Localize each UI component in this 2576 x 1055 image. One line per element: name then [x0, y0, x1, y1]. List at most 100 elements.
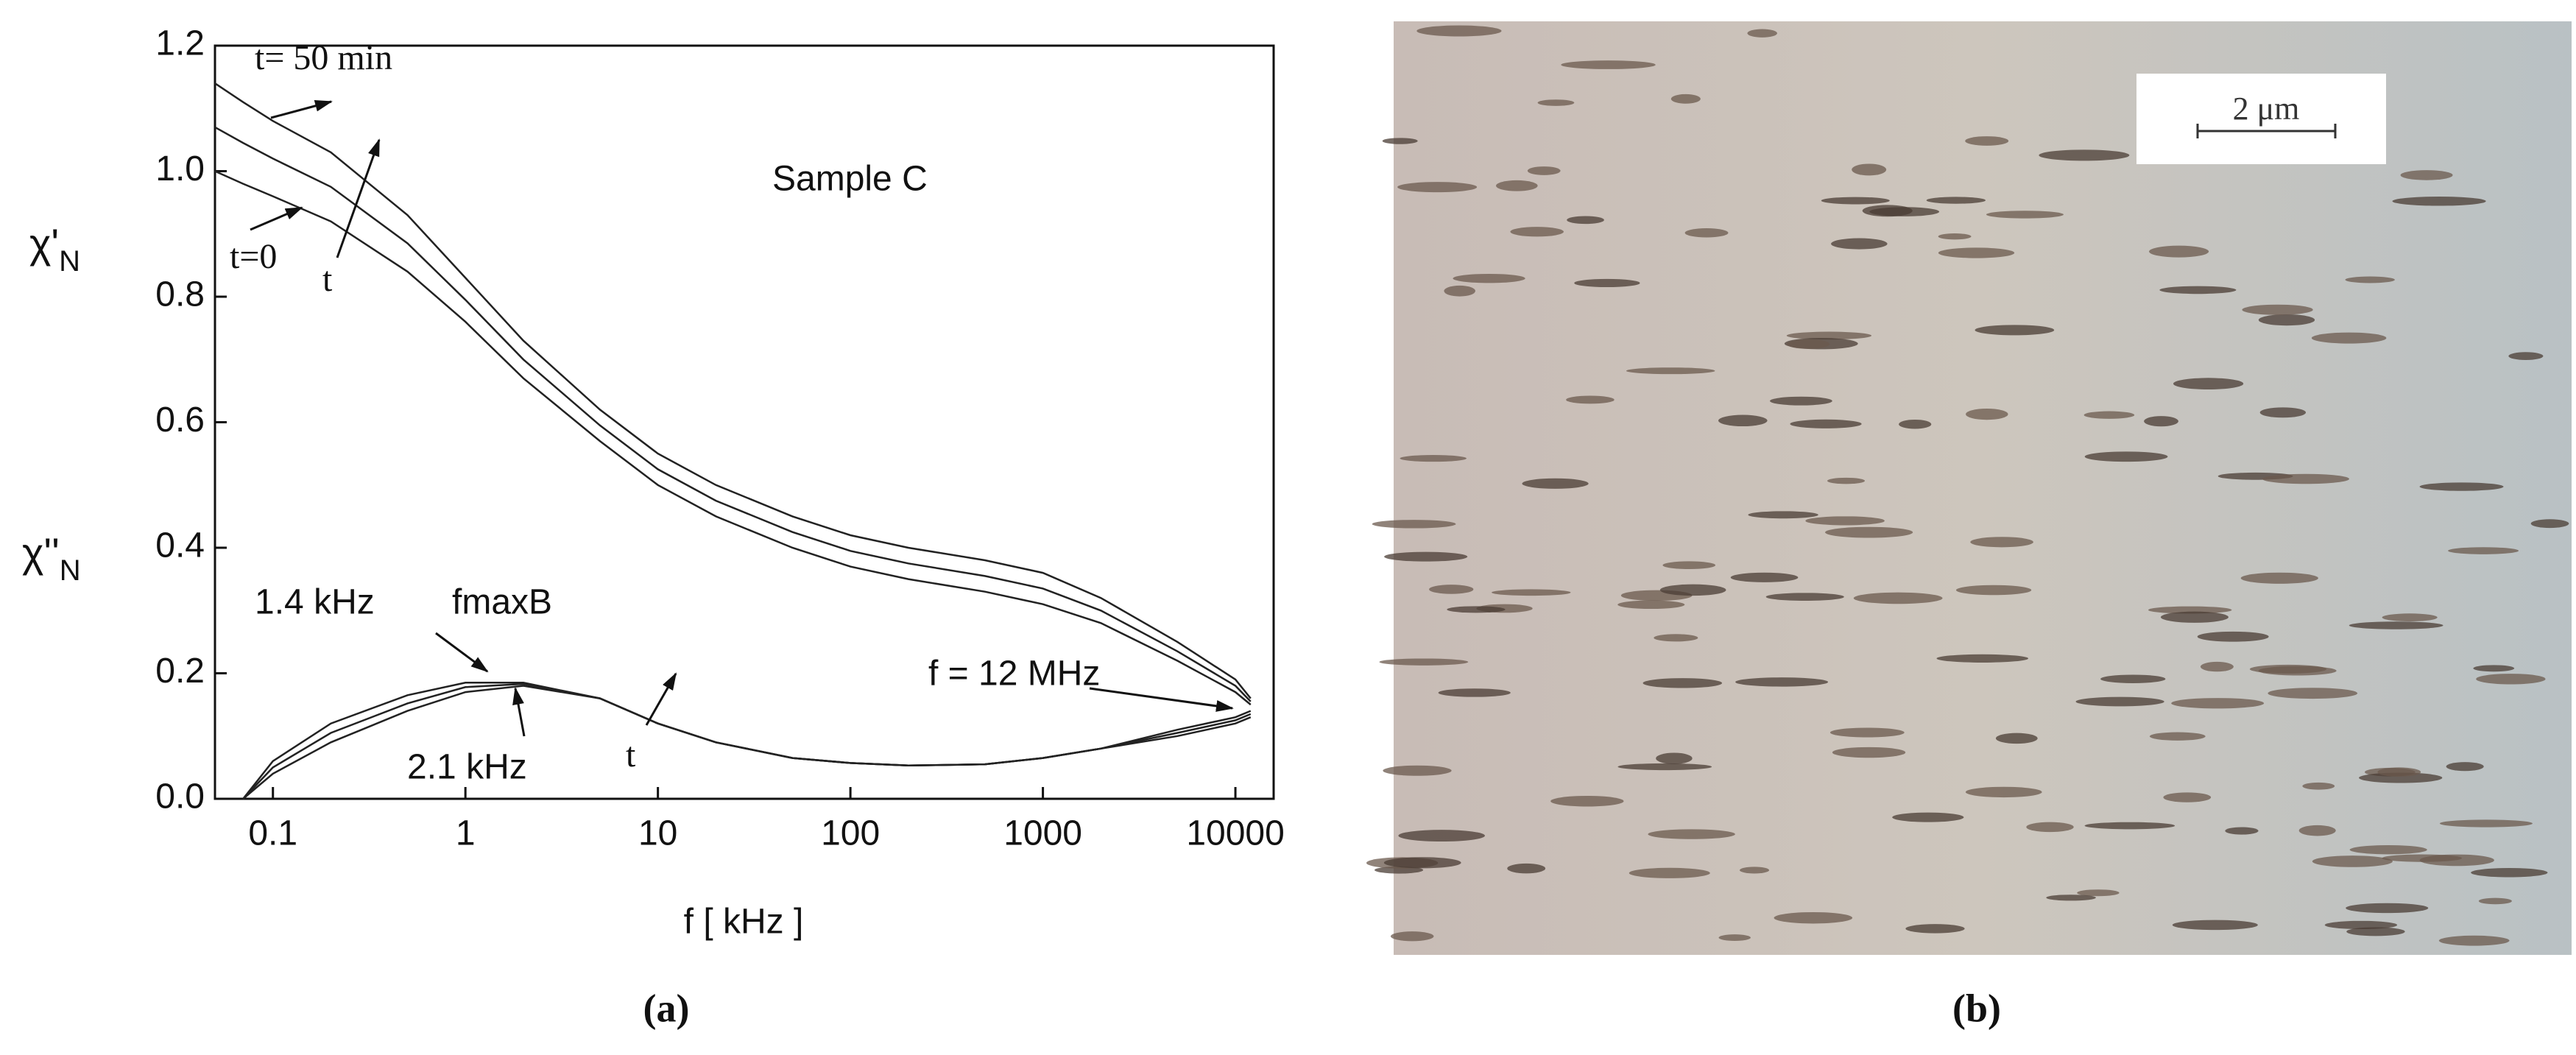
particle	[2439, 819, 2533, 828]
arrows	[250, 99, 1234, 737]
particle	[1447, 606, 1506, 613]
y-axis-label: χ''N	[22, 529, 81, 587]
particle	[1492, 589, 1571, 596]
particle	[2240, 572, 2318, 584]
particle	[2258, 314, 2315, 326]
particle	[2530, 519, 2569, 529]
annotation: t=0	[230, 237, 277, 276]
particle	[2077, 889, 2120, 897]
particle	[2026, 822, 2074, 833]
particle	[1970, 537, 2033, 548]
particle	[1390, 931, 1434, 942]
particle	[2100, 674, 2166, 683]
particle	[1832, 747, 1906, 758]
particle	[1379, 658, 1469, 666]
particle	[1975, 325, 2055, 336]
arrow	[270, 99, 333, 119]
particle	[1748, 511, 1818, 519]
particles	[1366, 25, 2569, 946]
y-label-main: χ''	[22, 529, 60, 576]
particle	[2392, 197, 2486, 206]
particle	[2302, 782, 2335, 790]
y-tick-label: 0.6	[155, 401, 205, 440]
arrow	[435, 632, 489, 673]
particle	[2046, 895, 2096, 901]
particle	[2084, 451, 2168, 462]
particle	[2508, 352, 2544, 361]
particle	[2171, 698, 2265, 709]
particle	[1966, 408, 2008, 420]
particle	[2259, 407, 2307, 418]
particle	[2242, 304, 2313, 315]
particle	[1617, 600, 1685, 610]
particle	[2471, 867, 2548, 878]
particle	[1899, 419, 1932, 429]
particle	[2225, 827, 2259, 835]
particle	[1527, 166, 1561, 175]
particle	[2268, 688, 2358, 699]
particle	[2349, 845, 2427, 855]
particle	[2311, 332, 2387, 344]
y-tick-label: 0.0	[155, 777, 205, 816]
particle	[1550, 795, 1624, 807]
particle	[1626, 367, 1715, 375]
particle	[2345, 276, 2395, 283]
particle	[1831, 238, 1888, 250]
annotation: 1.4 kHz	[255, 583, 375, 622]
particle	[1522, 478, 1589, 489]
particle	[1770, 396, 1832, 406]
y-label-sub: N	[60, 554, 81, 587]
particle	[1936, 654, 2029, 663]
particle	[2039, 149, 2130, 161]
curve	[242, 685, 1252, 800]
particle	[1730, 572, 1799, 582]
particle	[2258, 666, 2337, 676]
particle	[1429, 585, 1474, 594]
particle	[1537, 99, 1575, 106]
annotation: Sample C	[772, 160, 928, 199]
panel-label: (a)	[643, 986, 690, 1030]
particle	[1642, 678, 1723, 688]
x-tick-label: 10	[638, 814, 677, 853]
panel-label: (b)	[1952, 986, 2001, 1030]
curve	[214, 126, 1252, 702]
particle	[1892, 812, 1964, 822]
particle	[2346, 927, 2405, 936]
particle	[1790, 419, 1862, 428]
particle	[2312, 855, 2393, 867]
curve	[242, 682, 1252, 800]
particle	[1397, 182, 1478, 193]
chart-a: 0.0 0.2 0.4 0.6 0.8 1.0 1.2 0.1 1 10 100 1000 10000	[155, 24, 1285, 853]
particle	[1567, 216, 1604, 225]
particle	[1805, 516, 1885, 526]
particle	[1955, 585, 2032, 596]
particle	[2349, 621, 2443, 629]
particle	[1648, 829, 1735, 839]
particle	[2419, 854, 2494, 867]
annotation: t	[322, 260, 333, 299]
particle	[1869, 207, 1940, 216]
y-tick-label: 0.8	[155, 275, 205, 314]
x-tick-label: 0.1	[248, 814, 297, 853]
particle	[2149, 732, 2206, 741]
particle	[2448, 547, 2519, 554]
plot-frame	[214, 44, 1275, 800]
particle	[1986, 211, 2064, 219]
particle	[2075, 696, 2164, 707]
particle	[2382, 613, 2438, 622]
particle	[2346, 903, 2429, 914]
particle	[1383, 765, 1452, 776]
particle	[1662, 561, 1716, 570]
arrow	[250, 206, 303, 231]
particle	[2446, 762, 2484, 772]
particle	[1825, 526, 1913, 538]
particle	[1965, 136, 2009, 146]
scale-box	[2136, 74, 2386, 164]
particle	[1938, 233, 1972, 240]
particle	[1926, 197, 1986, 204]
particle	[1853, 592, 1943, 604]
particle	[1765, 593, 1844, 601]
y-tick-label: 0.4	[155, 526, 205, 565]
particle	[2324, 920, 2398, 930]
